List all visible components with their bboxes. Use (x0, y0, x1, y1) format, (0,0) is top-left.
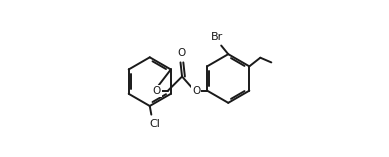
Text: O: O (153, 86, 161, 96)
Text: Cl: Cl (149, 119, 160, 129)
Text: O: O (192, 86, 200, 96)
Text: O: O (178, 49, 186, 58)
Text: Br: Br (211, 32, 223, 42)
